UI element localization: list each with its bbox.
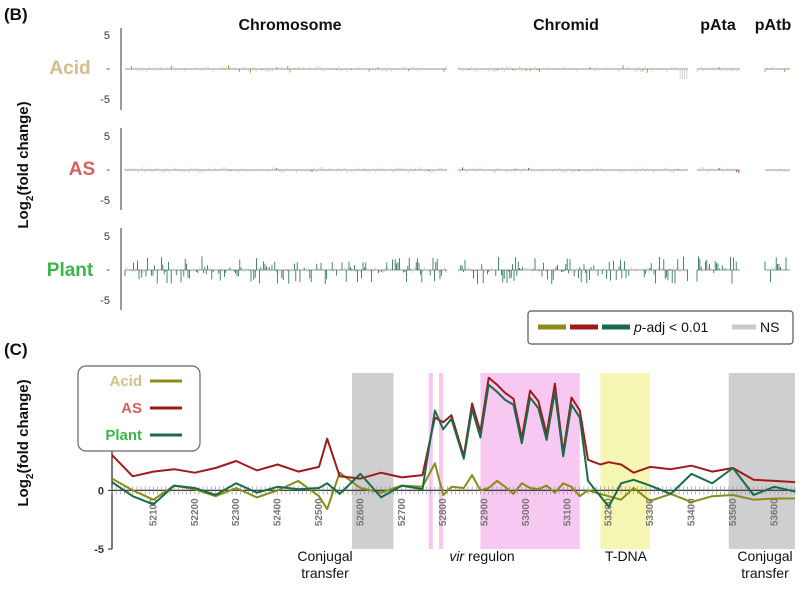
track1-ytick-0: - bbox=[106, 63, 110, 75]
x-tick-label: 52300 bbox=[231, 498, 242, 526]
legend-sig-label: p-adj < 0.01 bbox=[633, 319, 709, 335]
track1-ytick-5: 5 bbox=[104, 30, 110, 42]
track2-ytick-5: 5 bbox=[104, 131, 110, 143]
legend-c-acid-label: Acid bbox=[109, 373, 142, 390]
x-tick-label: 53300 bbox=[645, 498, 656, 526]
replicon-pata: pAta bbox=[700, 17, 736, 34]
panel-b-yticks: 5 - -5 5 - -5 5 - -5 bbox=[100, 30, 110, 307]
legend-sig-rest: -adj < 0.01 bbox=[642, 319, 709, 335]
x-tick-label: 52800 bbox=[438, 498, 449, 526]
y-tick-label: -5 bbox=[94, 544, 104, 556]
x-tick-label: 53000 bbox=[521, 498, 532, 526]
region-shading bbox=[439, 373, 444, 549]
y-tick-label: 0 bbox=[98, 485, 104, 497]
x-tick-label: 52100 bbox=[148, 498, 159, 526]
panel-c-series bbox=[111, 376, 796, 511]
panel-b-legend: p-adj < 0.01 NS bbox=[527, 310, 794, 345]
region-conjugal-right-line1: Conjugal bbox=[737, 548, 792, 564]
x-tick-label: 52700 bbox=[397, 498, 408, 526]
track2-ytick-0: - bbox=[106, 164, 110, 176]
condition-plant-label: Plant bbox=[47, 260, 94, 281]
x-tick-label: 52600 bbox=[355, 498, 366, 526]
region-vir-label: vir regulon bbox=[449, 548, 514, 564]
replicon-patb: pAtb bbox=[755, 17, 792, 34]
replicon-chromid: Chromid bbox=[533, 17, 599, 34]
panel-c-ylabel: Log2(fold change) bbox=[15, 379, 36, 506]
svg-text:Log2(fold change): Log2(fold change) bbox=[15, 101, 36, 228]
track2-ytick-neg5: -5 bbox=[100, 195, 110, 207]
svg-text:Log2(fold change): Log2(fold change) bbox=[15, 379, 36, 506]
x-tick-label: 53400 bbox=[687, 498, 698, 526]
panel-b-label: (B) bbox=[4, 5, 28, 24]
track-plant bbox=[124, 256, 790, 284]
region-tdna-label: T-DNA bbox=[605, 548, 648, 564]
region-vir-italic: vir bbox=[449, 548, 465, 564]
series-line-acid bbox=[111, 462, 795, 511]
panel-c-ylabel-tail: (fold change) bbox=[15, 379, 32, 473]
track-as bbox=[124, 167, 790, 173]
x-tick-label: 53500 bbox=[728, 498, 739, 526]
condition-as-label: AS bbox=[69, 159, 95, 180]
panel-b-tracks bbox=[124, 65, 790, 284]
region-shading bbox=[728, 373, 795, 549]
legend-c-plant-label: Plant bbox=[105, 427, 142, 444]
x-tick-label: 52500 bbox=[314, 498, 325, 526]
x-tick-label: 53100 bbox=[562, 498, 573, 526]
panel-b-ylabel-sub: 2 bbox=[25, 195, 36, 201]
track3-ytick-neg5: -5 bbox=[100, 295, 110, 307]
x-tick-label: 52900 bbox=[480, 498, 491, 526]
panel-c-ylabel-main: Log bbox=[15, 479, 32, 507]
track3-ytick-5: 5 bbox=[104, 231, 110, 243]
legend-ns-label: NS bbox=[760, 319, 779, 335]
panel-b-ylabel-main: Log bbox=[15, 201, 32, 229]
condition-acid-label: Acid bbox=[49, 58, 90, 79]
panel-b-legend-box bbox=[527, 310, 794, 345]
region-shading bbox=[352, 373, 394, 549]
region-conjugal-left-line2: transfer bbox=[301, 565, 349, 581]
x-tick-label: 52400 bbox=[273, 498, 284, 526]
region-conjugal-left-line1: Conjugal bbox=[297, 548, 352, 564]
region-shading bbox=[428, 373, 433, 549]
x-tick-label: 53200 bbox=[604, 498, 615, 526]
series-line-plant bbox=[111, 383, 796, 508]
panel-c-legend-box bbox=[77, 365, 201, 452]
panel-b-ylabel: Log2(fold change) bbox=[15, 101, 36, 228]
track1-ytick-neg5: -5 bbox=[100, 94, 110, 106]
track3-ytick-0: - bbox=[106, 264, 110, 276]
x-tick-label: 53600 bbox=[769, 498, 780, 526]
panel-c-regions bbox=[352, 373, 795, 549]
panel-c-ylabel-sub: 2 bbox=[25, 473, 36, 479]
region-shading bbox=[600, 373, 651, 549]
panel-c-label: (C) bbox=[4, 340, 28, 359]
panel-b-ylabel-tail: (fold change) bbox=[15, 101, 32, 195]
panel-c-legend: Acid AS Plant bbox=[77, 365, 201, 452]
series-line-as bbox=[111, 376, 796, 484]
legend-c-as-label: AS bbox=[121, 400, 142, 417]
legend-sig-p: p bbox=[633, 319, 642, 335]
track-acid bbox=[124, 65, 790, 79]
replicon-chromosome: Chromosome bbox=[238, 17, 341, 34]
region-vir-rest: regulon bbox=[464, 548, 515, 564]
region-conjugal-right-line2: transfer bbox=[741, 565, 789, 581]
x-tick-label: 52200 bbox=[190, 498, 201, 526]
